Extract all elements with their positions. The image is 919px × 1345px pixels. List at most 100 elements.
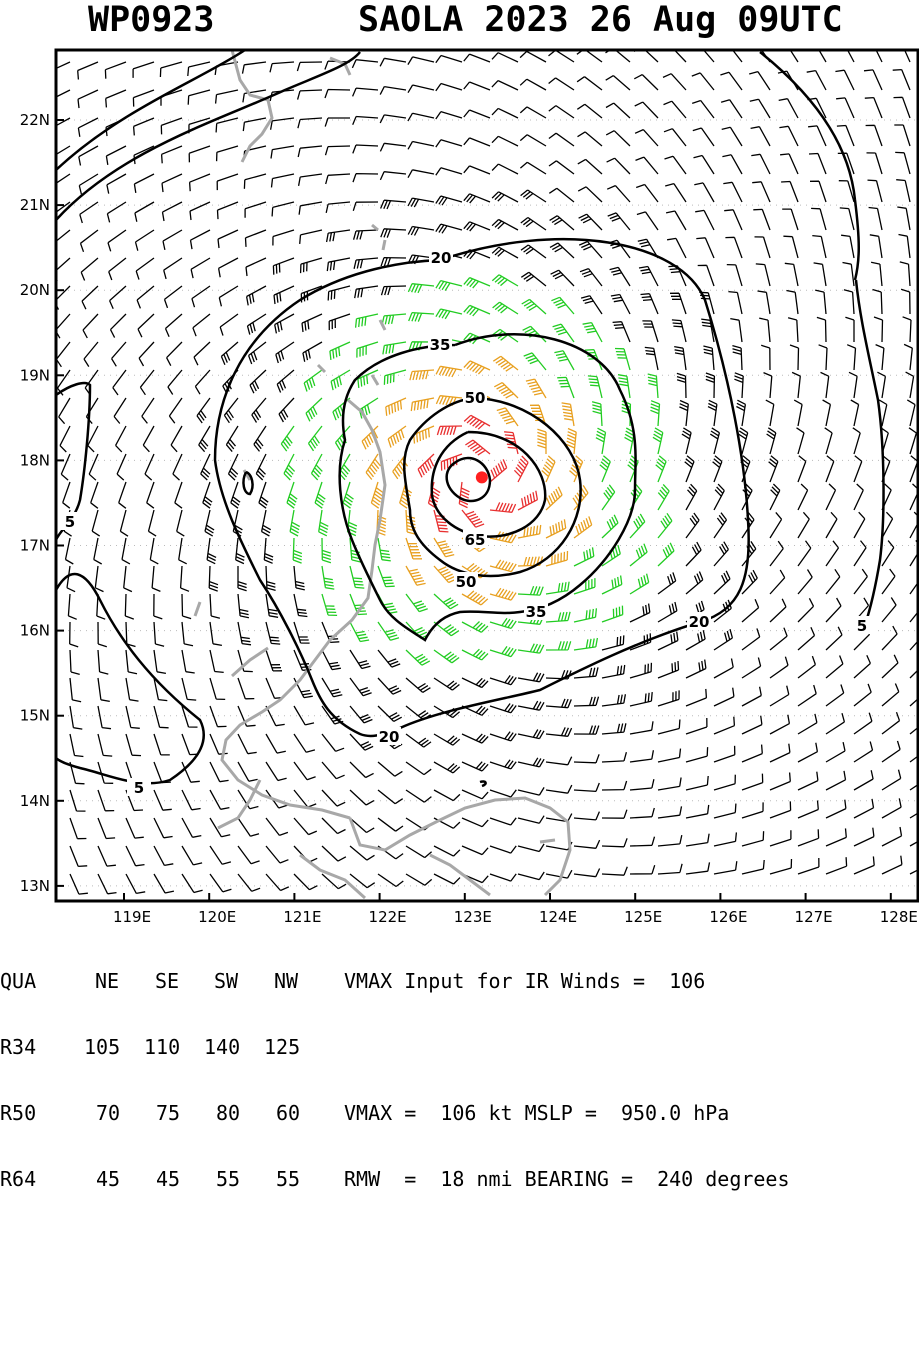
wind-barb (725, 236, 743, 259)
contour-label-bg (58, 512, 82, 530)
wind-barb-shaft (377, 621, 400, 641)
wind-barb (781, 180, 799, 203)
wind-barb-shaft (405, 537, 423, 560)
wind-barb (461, 677, 489, 689)
wind-barb (881, 740, 901, 763)
r50-label: R50 (0, 1101, 37, 1125)
wind-barb-shaft (69, 817, 87, 840)
wind-barb (836, 97, 855, 119)
wind-barb-shaft (489, 617, 517, 630)
wind-barb-shaft (463, 193, 491, 204)
wind-barb (172, 453, 183, 481)
wind-barb (576, 103, 603, 119)
wind-barb (601, 575, 623, 595)
wind-barb (657, 631, 679, 651)
wind-barb (245, 257, 267, 277)
wind-barb-shaft (301, 313, 323, 333)
wind-barb (730, 317, 743, 343)
wind-barb (769, 714, 791, 735)
wind-barb (685, 747, 709, 763)
wind-barb-shaft (614, 347, 631, 371)
wind-barb-shaft (69, 845, 88, 868)
wind-barb-shaft (545, 869, 573, 879)
wind-barb-shaft (77, 117, 99, 137)
wind-barb (752, 181, 771, 203)
wind-barb-shaft (187, 89, 211, 105)
wind-barb (298, 201, 323, 215)
wind-barb-shaft (461, 621, 489, 633)
wind-barb-shaft (69, 677, 82, 703)
wind-barb-shaft (899, 261, 911, 287)
wind-barb-shaft (853, 483, 864, 511)
wind-barb (361, 425, 379, 450)
wind-barb-shaft (657, 660, 680, 679)
wind-barb-shaft (573, 667, 599, 679)
wind-barb-shaft (573, 782, 600, 793)
wind-barb-shaft (113, 397, 127, 424)
wind-barb-shaft (253, 425, 267, 452)
wind-barb-shaft (461, 789, 489, 800)
wind-barb (740, 455, 751, 483)
wind-barb-shaft (321, 845, 347, 862)
contour-label-bg (429, 248, 453, 266)
wind-barb-shaft (321, 733, 345, 752)
wind-barb (209, 677, 226, 701)
wind-barb-shaft (409, 369, 435, 381)
wind-barb-shaft (713, 512, 728, 539)
wind-barb-shaft (591, 401, 603, 427)
wind-barb (765, 399, 775, 427)
wind-barb (657, 719, 681, 735)
wind-barb-shaft (433, 621, 460, 637)
wind-barb-shaft (701, 318, 715, 343)
wind-barb (380, 256, 407, 267)
wind-barb (321, 873, 347, 890)
wind-barb (605, 75, 631, 91)
rmw-bearing-line: RMW = 18 nmi BEARING = 240 degrees (344, 1167, 790, 1191)
wind-barb (209, 649, 224, 674)
wind-barb (489, 459, 508, 483)
wind-barb-shaft (181, 593, 192, 620)
wind-barb (463, 414, 491, 430)
wind-barb (153, 649, 167, 675)
wind-barb (491, 246, 519, 259)
wind-barb-shaft (608, 239, 631, 259)
wind-barb-shaft (725, 236, 743, 259)
wind-barb (206, 537, 217, 565)
wind-barb-shaft (405, 593, 428, 613)
wind-barb-shaft (657, 777, 682, 791)
wind-barb (638, 265, 659, 287)
wind-barb (377, 705, 403, 722)
wind-barb-shaft (754, 236, 771, 259)
wind-barb (242, 117, 267, 132)
wind-barb-shaft (324, 117, 350, 127)
wind-barb (97, 873, 117, 895)
wind-barb (601, 809, 628, 819)
wind-barb (869, 234, 883, 259)
wind-barb (759, 317, 771, 343)
wind-barb-shaft (545, 486, 563, 511)
wind-barb-shaft (545, 756, 573, 766)
wind-barb (875, 50, 883, 63)
wind-barb-shaft (793, 399, 803, 427)
wind-barb-shaft (435, 167, 463, 176)
wind-barb-shaft (119, 509, 129, 537)
wind-barb (342, 481, 354, 509)
wind-barb (125, 677, 139, 702)
wind-barb (489, 873, 517, 882)
wind-barb (903, 50, 911, 63)
wind-barb-shaft (138, 341, 155, 367)
wind-barb-shaft (136, 285, 155, 309)
wind-barb (520, 216, 547, 231)
wind-barb-shaft (825, 741, 846, 763)
wind-barb-shaft (517, 643, 545, 654)
wind-barb (91, 509, 101, 537)
wind-barb (321, 705, 344, 725)
wind-barb (168, 397, 183, 424)
wind-barb (634, 129, 659, 147)
wind-barb-shaft (825, 568, 841, 595)
wind-barb-shaft (836, 97, 855, 119)
wind-barb-shaft (634, 101, 659, 119)
wind-barb-shaft (605, 102, 631, 119)
wind-barb (56, 313, 71, 339)
wind-barb-shaft (283, 453, 296, 481)
